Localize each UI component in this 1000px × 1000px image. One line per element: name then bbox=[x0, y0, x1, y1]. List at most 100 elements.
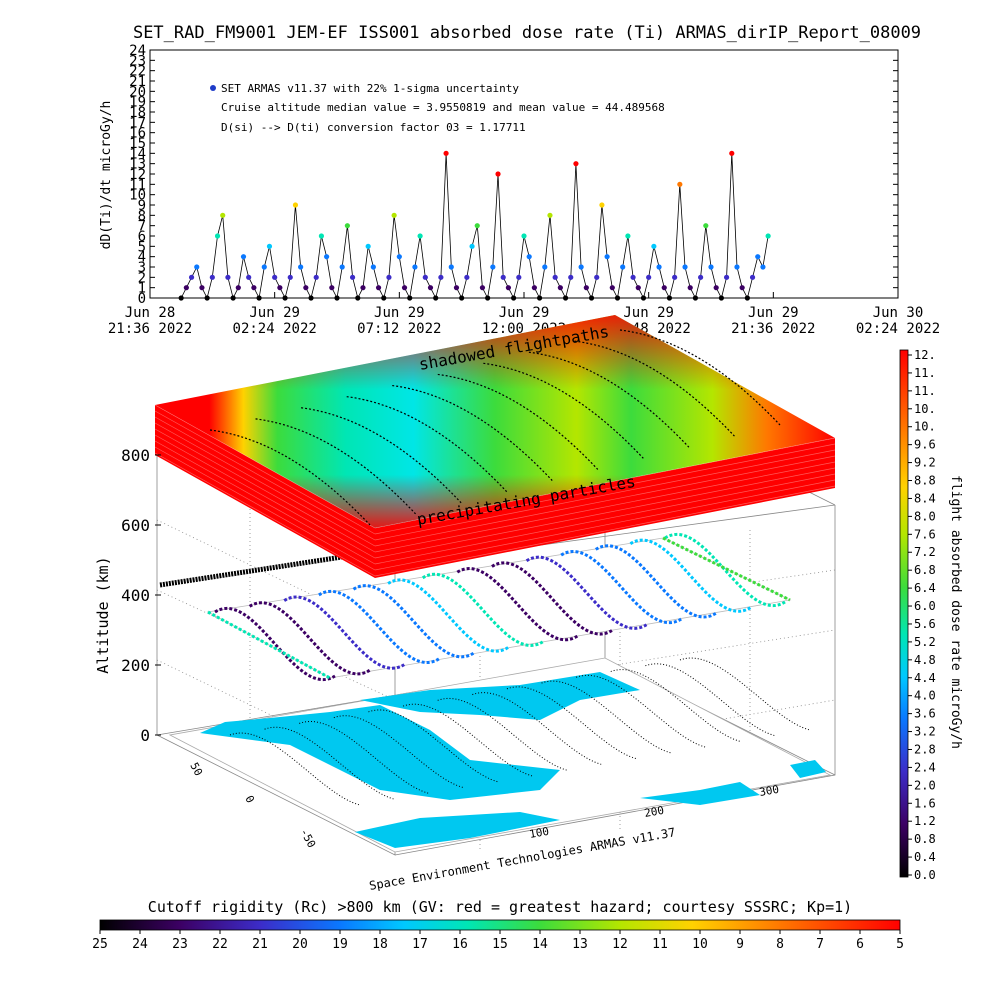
shadowed-track bbox=[346, 396, 508, 493]
data-point bbox=[349, 274, 356, 280]
altitude-3d-panel: shadowed flightpaths precipitating parti… bbox=[94, 315, 836, 893]
colorbar-vertical-tick-label: 0.0 bbox=[914, 868, 936, 882]
orbit-edge bbox=[207, 610, 331, 680]
layer-stripe bbox=[154, 440, 376, 565]
data-point bbox=[204, 295, 210, 301]
ground-track bbox=[506, 686, 638, 760]
data-point bbox=[630, 274, 636, 280]
data-point bbox=[360, 285, 366, 291]
data-point bbox=[220, 212, 226, 218]
ground-track bbox=[610, 669, 741, 743]
colorbar-vertical-tick-label: 9.6 bbox=[914, 438, 936, 452]
map-plane bbox=[168, 657, 832, 853]
data-point bbox=[308, 295, 314, 301]
data-point bbox=[407, 295, 413, 301]
shadowed-track bbox=[619, 329, 781, 426]
precipitating-particle-layer: shadowed flightpaths precipitating parti… bbox=[154, 315, 836, 578]
colorbar-horizontal-tick-label: 12 bbox=[612, 937, 628, 952]
colorbar-vertical-tick-label: 1.6 bbox=[914, 796, 936, 810]
x-tick-label-date: Jun 29 bbox=[499, 305, 550, 321]
layer-stripe bbox=[154, 452, 376, 577]
ground-track bbox=[541, 680, 672, 754]
data-point bbox=[453, 285, 460, 291]
top-layer-side bbox=[155, 405, 375, 578]
ground-track bbox=[472, 692, 603, 766]
layer-stripe bbox=[154, 446, 376, 571]
colorbar-horizontal-tick-label: 17 bbox=[412, 937, 428, 952]
colorbar-vertical-tick-label: 10. bbox=[914, 402, 936, 416]
shadowed-track bbox=[392, 384, 553, 481]
x-tick-label-time: 02:24 2022 bbox=[856, 321, 940, 337]
y-tick-label: 3 bbox=[138, 260, 146, 276]
data-point bbox=[651, 243, 657, 249]
data-point bbox=[324, 254, 330, 260]
data-point bbox=[718, 295, 724, 301]
data-point bbox=[604, 254, 610, 260]
shadowed-track bbox=[301, 407, 462, 504]
colorbar-vertical-tick-label: 2.0 bbox=[914, 778, 936, 792]
orbit-track bbox=[594, 544, 717, 619]
shadowed-track bbox=[528, 351, 690, 448]
top-layer-front bbox=[375, 438, 835, 578]
colorbar-vertical-tick-label: 6.4 bbox=[914, 581, 936, 595]
colorbar-vertical-tick-label: 6.8 bbox=[914, 563, 936, 577]
layer-stripe bbox=[374, 443, 836, 535]
y-tick-label: 13 bbox=[129, 157, 146, 173]
shadowed-track bbox=[574, 340, 735, 437]
colorbar-horizontal-tick-label: 15 bbox=[492, 937, 508, 952]
data-point bbox=[401, 285, 408, 291]
data-point bbox=[266, 243, 273, 249]
dose-rate-colorbar: 12. 11. 11. 10. 10. 9.6 9.2 8.8 8.4 8.0 7.6 7.2 6.8 6… bbox=[899, 348, 963, 882]
colorbar-horizontal bbox=[99, 919, 901, 931]
y-tick-label: 16 bbox=[129, 126, 146, 142]
data-point bbox=[557, 285, 563, 291]
data-point bbox=[355, 295, 361, 301]
data-point bbox=[490, 264, 496, 270]
data-point bbox=[542, 264, 548, 270]
layer-stripe bbox=[154, 422, 376, 547]
x-tick-label-date: Jun 29 bbox=[748, 305, 799, 321]
data-point bbox=[656, 264, 662, 270]
x-tick-label-date: Jun 28 bbox=[125, 305, 176, 321]
colorbar-horizontal-tick-label: 7 bbox=[816, 937, 824, 952]
data-point bbox=[578, 264, 584, 270]
data-point bbox=[422, 274, 428, 280]
altitude-tick-label: 400 bbox=[121, 586, 150, 605]
data-point bbox=[448, 264, 454, 270]
layer-stripe bbox=[374, 473, 836, 565]
ground-track bbox=[264, 726, 395, 800]
data-point bbox=[568, 274, 574, 280]
colorbar-horizontal-tick-label: 5 bbox=[896, 937, 904, 952]
data-point bbox=[396, 254, 402, 260]
orbit-track bbox=[629, 538, 752, 613]
data-point bbox=[464, 274, 470, 280]
colorbar-vertical-tick-label: 5.6 bbox=[914, 617, 936, 631]
y-tick-label: 20 bbox=[129, 84, 146, 100]
y-tick-label: 6 bbox=[138, 229, 146, 245]
orbit-track bbox=[491, 561, 613, 636]
data-point bbox=[734, 264, 740, 270]
data-point bbox=[433, 295, 439, 301]
ocean-region-west bbox=[200, 705, 560, 800]
y-tick-label: 24 bbox=[129, 43, 146, 59]
orbit-track bbox=[525, 556, 648, 630]
y-axis-label: dD(Ti)/dt microGy/h bbox=[99, 101, 114, 250]
data-point bbox=[599, 202, 605, 208]
data-point bbox=[755, 254, 761, 260]
data-point bbox=[225, 274, 231, 280]
colorbar-vertical-tick-label: 9.2 bbox=[914, 456, 936, 470]
x-tick-label-date: Jun 29 bbox=[249, 305, 300, 321]
layer-stripe bbox=[154, 428, 376, 553]
layer-stripe bbox=[154, 434, 376, 559]
data-point bbox=[194, 264, 200, 270]
floor-x-tick-label: 100 bbox=[528, 825, 550, 841]
data-point bbox=[303, 285, 309, 291]
colorbar-horizontal-tick-label: 16 bbox=[452, 937, 468, 952]
data-point bbox=[500, 274, 506, 280]
data-point bbox=[760, 264, 766, 270]
x-tick-label-date: Jun 30 bbox=[873, 305, 924, 321]
data-point bbox=[469, 243, 475, 249]
colorbar-vertical-tick-label: 7.2 bbox=[914, 545, 936, 559]
